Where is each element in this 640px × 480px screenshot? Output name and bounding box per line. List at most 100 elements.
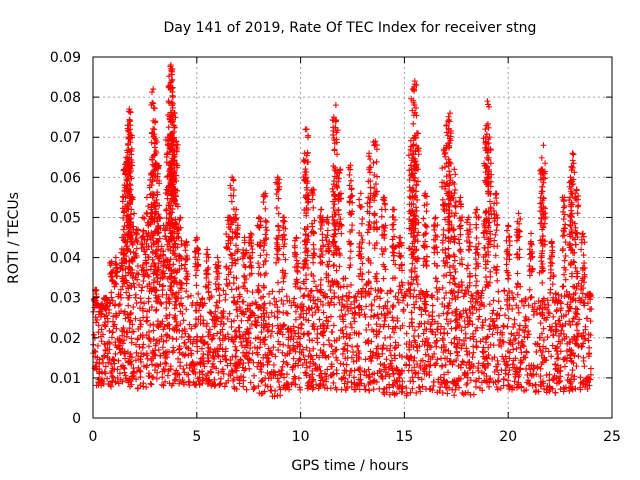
data-point [472, 256, 479, 263]
data-point [420, 366, 427, 373]
data-point [331, 219, 338, 226]
data-point [422, 351, 429, 358]
data-point [163, 305, 170, 312]
data-point [433, 262, 440, 269]
data-point [324, 214, 331, 221]
data-point [129, 266, 136, 273]
data-point [303, 310, 310, 317]
data-point [150, 133, 157, 140]
data-point [367, 285, 374, 292]
data-point [160, 262, 167, 269]
data-point [333, 129, 340, 136]
data-point [338, 195, 345, 202]
data-point [248, 262, 255, 269]
data-point [463, 219, 470, 226]
data-point [480, 254, 487, 261]
data-point [573, 336, 580, 343]
data-point [260, 247, 267, 254]
data-point [556, 332, 563, 339]
data-point [548, 353, 555, 360]
data-point [313, 366, 320, 373]
data-point [240, 253, 247, 260]
data-point [291, 327, 298, 334]
data-point [523, 315, 530, 322]
data-point [365, 289, 372, 296]
data-point [535, 298, 542, 305]
data-point [254, 222, 261, 229]
data-point [395, 342, 402, 349]
data-point [475, 367, 482, 374]
data-point [271, 369, 278, 376]
data-point [449, 309, 456, 316]
data-point [358, 245, 365, 252]
data-point [160, 282, 167, 289]
data-point [208, 382, 215, 389]
data-point [192, 315, 199, 322]
data-point [539, 279, 546, 286]
data-point [172, 193, 179, 200]
data-point [441, 151, 448, 158]
data-point [305, 134, 312, 141]
data-point [237, 339, 244, 346]
data-point [181, 339, 188, 346]
data-point [334, 151, 341, 158]
data-point [133, 270, 140, 277]
data-point [308, 305, 315, 312]
data-point [98, 338, 105, 345]
data-point [225, 336, 232, 343]
data-point [520, 302, 527, 309]
data-point [138, 321, 145, 328]
data-point [472, 272, 479, 279]
data-point [330, 379, 337, 386]
data-point [190, 362, 197, 369]
data-point [508, 331, 515, 338]
data-point [183, 306, 190, 313]
data-point [310, 250, 317, 257]
data-point [369, 354, 376, 361]
data-point [505, 275, 512, 282]
data-point [330, 127, 337, 134]
data-point [362, 313, 369, 320]
data-point [473, 224, 480, 231]
data-point [442, 289, 449, 296]
data-point [127, 139, 134, 146]
data-point [582, 381, 589, 388]
data-point [150, 270, 157, 277]
data-point [365, 269, 372, 276]
data-point [128, 175, 135, 182]
data-point [437, 329, 444, 336]
data-point [380, 342, 387, 349]
data-point [412, 225, 419, 232]
data-point [93, 319, 100, 326]
data-point [434, 249, 441, 256]
data-point [181, 369, 188, 376]
data-point [449, 361, 456, 368]
data-point [294, 303, 301, 310]
data-point [200, 339, 207, 346]
data-point [280, 243, 287, 250]
data-point [146, 281, 153, 288]
data-point [171, 175, 178, 182]
data-point [439, 239, 446, 246]
data-point [281, 236, 288, 243]
data-point [111, 366, 118, 373]
data-point [489, 355, 496, 362]
data-point [430, 378, 437, 385]
data-point [255, 383, 262, 390]
data-point [504, 301, 511, 308]
data-point [504, 227, 511, 234]
data-point [246, 325, 253, 332]
data-point [444, 320, 451, 327]
data-point [418, 320, 425, 327]
data-point [245, 359, 252, 366]
data-point [351, 318, 358, 325]
data-point [434, 289, 441, 296]
data-point [587, 318, 594, 325]
data-point [230, 274, 237, 281]
data-point [366, 150, 373, 157]
data-point [399, 267, 406, 274]
data-point [137, 358, 144, 365]
data-point [446, 269, 453, 276]
data-point [189, 367, 196, 374]
data-point [202, 283, 209, 290]
